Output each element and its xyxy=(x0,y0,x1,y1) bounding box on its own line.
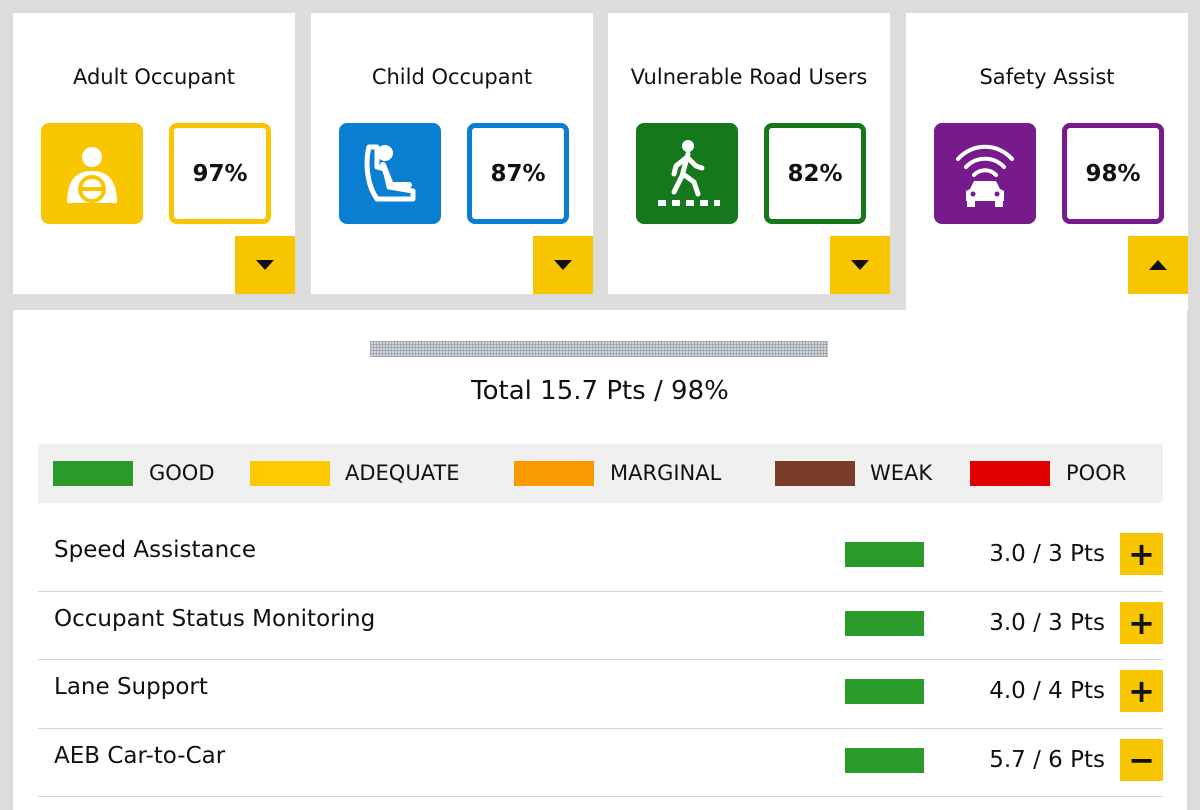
pedestrian-icon xyxy=(636,123,738,224)
collapse-toggle-button[interactable] xyxy=(1128,236,1188,294)
card-title: Vulnerable Road Users xyxy=(630,65,868,89)
assessment-label: AEB Car-to-Car xyxy=(54,742,226,769)
assessment-row-lane-support: Lane Support 4.0 / 4 Pts + xyxy=(38,660,1163,729)
score-box: 98% xyxy=(1062,123,1164,224)
legend-swatch-weak xyxy=(775,461,855,486)
card-title: Child Occupant xyxy=(371,65,533,89)
vulnerable-road-users-card: Vulnerable Road Users 82% xyxy=(608,13,890,294)
score-box: 97% xyxy=(169,123,271,224)
legend-swatch-good xyxy=(53,461,133,486)
assessment-label: Lane Support xyxy=(54,674,208,700)
assessment-points: 4.0 / 4 Pts xyxy=(989,678,1105,704)
assessment-row-speed-assistance: Speed Assistance 3.0 / 3 Pts + xyxy=(38,523,1163,592)
triangle-down-icon xyxy=(554,260,572,270)
assessment-label: Speed Assistance xyxy=(54,537,256,563)
safety-assist-car-icon xyxy=(934,123,1036,224)
safety-assist-detail-panel: Total 15.7 Pts / 98% GOOD ADEQUATE MARGI… xyxy=(13,310,1187,810)
total-score: Total 15.7 Pts / 98% xyxy=(471,376,729,406)
legend-swatch-poor xyxy=(970,461,1050,486)
legend-swatch-marginal xyxy=(514,461,594,486)
safety-assist-card: Safety Assist 98% xyxy=(906,13,1188,310)
triangle-down-icon xyxy=(256,260,274,270)
triangle-down-icon xyxy=(851,260,869,270)
legend-label-weak: WEAK xyxy=(870,461,933,485)
legend-swatch-adequate xyxy=(250,461,330,486)
rating-bar xyxy=(845,542,924,567)
assessment-list: Speed Assistance 3.0 / 3 Pts + Occupant … xyxy=(38,523,1163,797)
score-box: 87% xyxy=(467,123,569,224)
expand-toggle-button[interactable] xyxy=(533,236,593,294)
card-title: Safety Assist xyxy=(979,65,1115,89)
collapse-minus-button[interactable]: − xyxy=(1120,738,1163,781)
expand-plus-button[interactable]: + xyxy=(1120,601,1163,644)
child-seat-icon xyxy=(339,123,441,224)
legend-label-adequate: ADEQUATE xyxy=(345,461,460,485)
legend-label-marginal: MARGINAL xyxy=(610,461,722,485)
adult-occupant-card: Adult Occupant 97% xyxy=(13,13,295,294)
assessment-points: 3.0 / 3 Pts xyxy=(989,541,1105,567)
expand-plus-button[interactable]: + xyxy=(1120,533,1163,575)
rating-bar xyxy=(845,610,924,636)
rating-bar xyxy=(845,679,924,704)
rating-legend: GOOD ADEQUATE MARGINAL WEAK POOR xyxy=(38,444,1163,503)
child-occupant-card: Child Occupant 87% xyxy=(311,13,593,294)
adult-occupant-icon xyxy=(41,123,143,224)
card-title: Adult Occupant xyxy=(72,65,236,89)
assessment-label: Occupant Status Monitoring xyxy=(54,605,376,632)
expand-plus-button[interactable]: + xyxy=(1120,670,1163,712)
expand-toggle-button[interactable] xyxy=(235,236,295,294)
legend-label-poor: POOR xyxy=(1066,461,1127,485)
assessment-row-aeb-car-to-car: AEB Car-to-Car 5.7 / 6 Pts − xyxy=(38,729,1163,797)
assessment-points: 3.0 / 3 Pts xyxy=(989,609,1105,636)
triangle-up-icon xyxy=(1149,260,1167,270)
assessment-row-occupant-status-monitoring: Occupant Status Monitoring 3.0 / 3 Pts + xyxy=(38,592,1163,660)
score-box: 82% xyxy=(764,123,866,224)
assessment-points: 5.7 / 6 Pts xyxy=(989,746,1105,773)
expand-toggle-button[interactable] xyxy=(830,236,890,294)
legend-label-good: GOOD xyxy=(149,461,215,485)
rating-bar xyxy=(845,747,924,773)
car-image-strip xyxy=(370,341,828,357)
